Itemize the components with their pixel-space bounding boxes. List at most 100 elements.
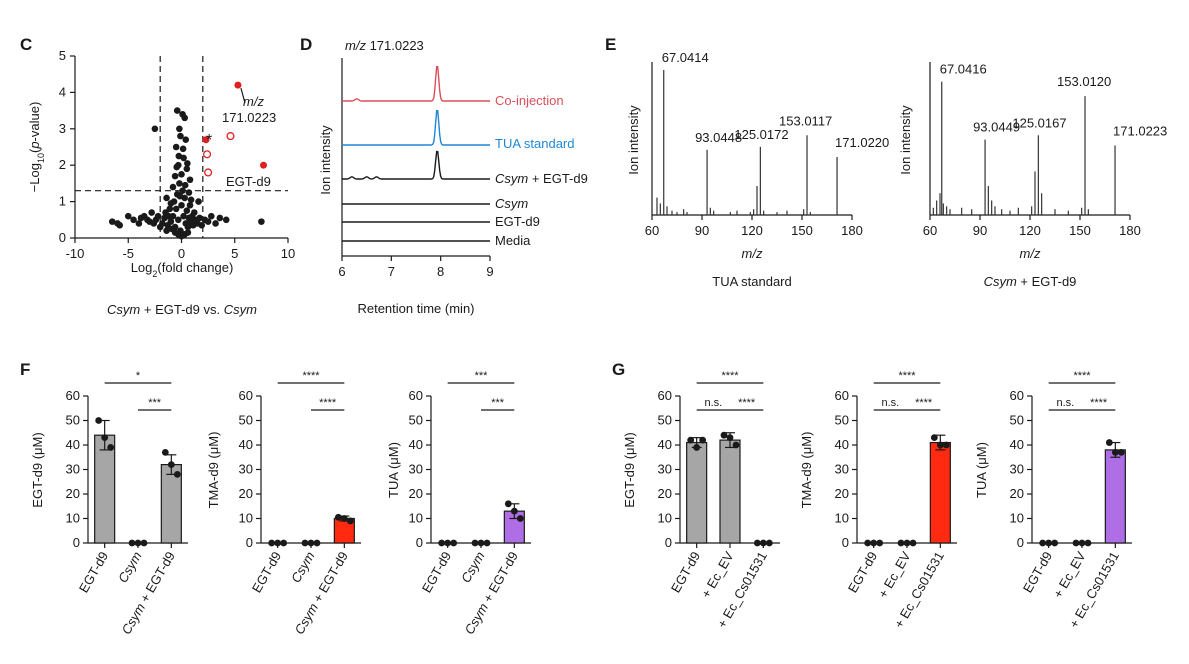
bar-rect: [1104, 449, 1126, 544]
d-trace-line: [342, 150, 490, 180]
d-trace-line: [342, 110, 490, 146]
bar-replicate-point: [340, 515, 348, 522]
bar-replicate-point: [726, 434, 734, 442]
bar-significance-label: ***: [148, 397, 162, 409]
e-caption-part: TUA standard: [712, 274, 792, 289]
c-data-point: [176, 192, 184, 200]
c-data-point: [190, 209, 198, 216]
c-highlight-point: [202, 136, 210, 144]
c-annotation-star: *: [206, 132, 212, 149]
d-x-tick-label: 7: [388, 264, 395, 279]
c-data-point: [258, 218, 265, 225]
e-x-tick-label: 90: [695, 223, 709, 238]
d-trace-line: [342, 66, 490, 102]
bar-replicate-point: [897, 539, 905, 547]
bar-significance-label: n.s.: [704, 397, 722, 409]
c-highlight-point: [234, 81, 242, 89]
c-highlight-point: [260, 161, 268, 169]
bar-y-axis-label: EGT-d9 (μM): [30, 432, 45, 507]
c-data-point: [173, 107, 181, 114]
bar-category-label: EGT-d9: [76, 549, 111, 595]
d-x-tick-label: 8: [437, 264, 444, 279]
c-data-point: [108, 218, 116, 225]
e-peak-label: 67.0416: [940, 62, 987, 77]
c-x-tick-label: 5: [231, 246, 238, 261]
bar-replicate-point: [313, 539, 321, 547]
d-trace-label: Csym + EGT-d9: [495, 171, 588, 186]
bar-replicate-point: [753, 539, 761, 547]
bar-y-tick-label: 0: [842, 535, 849, 550]
bar-category-label-part: EGT-d9: [76, 549, 111, 595]
c-data-point: [179, 145, 187, 153]
d-title-part: m/z: [345, 38, 366, 53]
bar-y-tick-label: 10: [1010, 511, 1024, 526]
bar-rect: [719, 439, 741, 544]
bar-replicate-point: [173, 471, 181, 478]
bar-replicate-point: [732, 441, 740, 449]
c-data-point: [181, 181, 189, 189]
bar-significance-label: ****: [1090, 397, 1108, 409]
c-data-point: [167, 218, 175, 225]
bar-significance-label: ***: [491, 397, 505, 409]
d-trace-label-part: Co-injection: [495, 93, 564, 108]
c-data-point: [198, 221, 206, 229]
bar-significance-label: ****: [898, 370, 916, 382]
e-caption: Csym + EGT-d9: [984, 274, 1077, 289]
c-data-point: [171, 172, 179, 180]
c-open-point: [204, 168, 213, 177]
d-x-axis-label: Retention time (min): [357, 301, 474, 316]
c-data-point: [171, 229, 179, 236]
c-data-point: [116, 221, 124, 229]
bar-y-tick-label: 60: [835, 388, 849, 403]
c-x-axis-label: Log2(fold change): [131, 260, 234, 279]
c-annotation-egt: EGT-d9: [226, 174, 271, 189]
e-x-tick-label: 120: [1019, 223, 1041, 238]
e-caption-part: + EGT-d9: [1017, 274, 1077, 289]
c-x-axis-label-part: (fold change): [157, 260, 233, 275]
c-data-point: [204, 218, 212, 225]
bar-replicate-point: [942, 441, 950, 449]
bar-y-tick-label: 30: [835, 462, 849, 477]
c-y-tick-label: 5: [59, 48, 66, 63]
c-data-point: [179, 187, 186, 194]
c-caption: Csym + EGT-d9 vs. Csym: [107, 302, 257, 317]
c-data-point: [163, 194, 170, 202]
bar-replicate-point: [1111, 448, 1119, 456]
d-trace-label: EGT-d9: [495, 214, 540, 229]
bar-replicate-point: [516, 515, 524, 522]
d-trace-label: Co-injection: [495, 93, 564, 108]
c-data-point: [154, 212, 162, 220]
bar-category-label: Csym: [115, 549, 145, 585]
d-trace-label-part: TUA standard: [495, 136, 575, 151]
bar-y-tick-label: 40: [409, 437, 423, 452]
e-peak-label: 93.0448: [695, 130, 742, 145]
bar-replicate-point: [438, 539, 446, 547]
c-data-point: [186, 201, 194, 209]
d-x-tick-label: 6: [338, 264, 345, 279]
c-x-tick-label: -10: [66, 246, 85, 261]
bar-replicate-point: [930, 434, 938, 442]
panel-label-c: C: [20, 35, 32, 54]
bar-y-tick-label: 10: [658, 511, 672, 526]
c-data-point: [130, 216, 137, 224]
c-data-point: [178, 171, 185, 178]
c-data-point: [216, 214, 224, 222]
bar-y-tick-label: 10: [409, 511, 423, 526]
e-peak-label: 93.0449: [973, 120, 1020, 135]
c-data-point: [182, 136, 190, 144]
bar-category-label-part: EGT-d9: [668, 549, 703, 595]
c-y-axis-label-part: -value): [27, 102, 42, 142]
bar-replicate-point: [876, 539, 884, 547]
bar-y-tick-label: 20: [66, 486, 80, 501]
bar-y-tick-label: 60: [239, 388, 253, 403]
bar-y-tick-label: 60: [409, 388, 423, 403]
bar-y-tick-label: 0: [73, 535, 80, 550]
d-trace-label-part: Csym: [495, 196, 528, 211]
bar-rect: [929, 441, 951, 544]
e-peak-label: 125.0167: [1012, 115, 1066, 130]
e-x-tick-label: 60: [645, 223, 659, 238]
bar-y-tick-label: 60: [66, 388, 80, 403]
bar-y-tick-label: 50: [239, 413, 253, 428]
d-trace-label: Media: [495, 233, 531, 248]
